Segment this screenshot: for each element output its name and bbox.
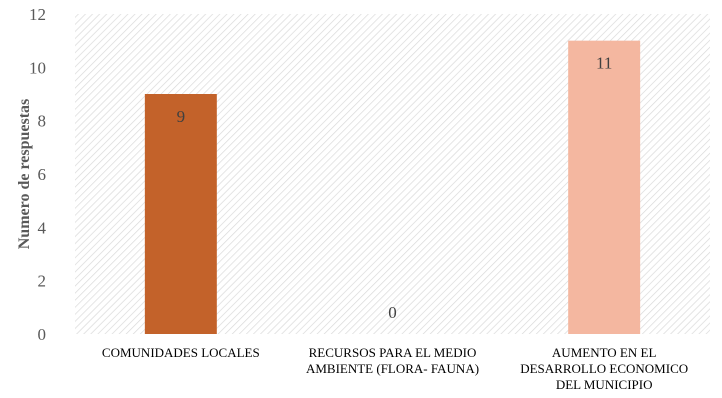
y-tick-label: 10 (29, 58, 46, 77)
y-tick-label: 4 (38, 218, 47, 237)
y-tick-label: 12 (29, 5, 46, 24)
y-axis-title: Numero de respuestas (16, 99, 33, 250)
y-tick-label: 0 (38, 325, 47, 344)
data-label: 0 (388, 303, 397, 322)
bars (144, 40, 641, 335)
category-label: DESARROLLO ECONOMICO (520, 361, 688, 376)
bar (568, 40, 641, 335)
bar (144, 94, 217, 334)
category-label: AMBIENTE (FLORA- FAUNA) (306, 361, 479, 376)
data-label: 9 (177, 107, 186, 126)
category-label: RECURSOS PARA EL MEDIO (309, 345, 477, 360)
y-axis-ticks: 0 2 4 6 8 10 12 (29, 5, 47, 344)
y-tick-label: 8 (38, 112, 47, 131)
y-tick-label: 6 (38, 165, 47, 184)
data-labels: 9 0 11 (177, 54, 613, 322)
data-label: 11 (596, 54, 612, 73)
category-labels: COMUNIDADES LOCALES RECURSOS PARA EL MEDI… (102, 345, 688, 392)
y-tick-label: 2 (38, 272, 47, 291)
category-label: DEL MUNICIPIO (556, 377, 653, 392)
category-label: AUMENTO EN EL (552, 345, 657, 360)
category-label: COMUNIDADES LOCALES (102, 345, 260, 360)
